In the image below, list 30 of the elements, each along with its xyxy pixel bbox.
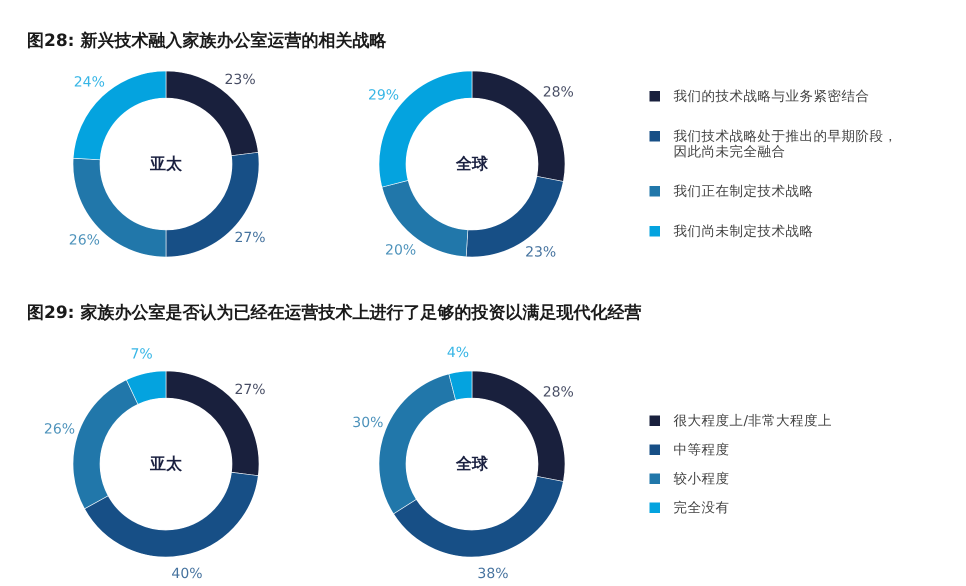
legend-label: 我们的技术战略与业务紧密结合 [674, 88, 870, 104]
data-label: 26% [68, 232, 100, 249]
data-label: 7% [130, 346, 153, 363]
legend-label: 很大程度上/非常大程度上 [674, 412, 832, 429]
data-label: 29% [368, 87, 400, 104]
slice-label: 全球 [455, 454, 489, 473]
legend-label: 我们技术战略处于推出的早期阶段，因此尚未完全融合 [674, 128, 898, 160]
legend-label: 较小程度 [674, 470, 730, 487]
legend-label: 中等程度 [674, 442, 730, 458]
data-label: 23% [224, 72, 256, 88]
data-label: 38% [477, 566, 509, 582]
data-label: 30% [352, 414, 384, 431]
legend-label: 我们正在制定技术战略 [674, 183, 814, 200]
data-label: 26% [44, 421, 76, 438]
legend-label: 完全没有 [674, 500, 730, 516]
data-label: 20% [385, 242, 416, 258]
chart-title: 图28: 新兴技术融入家族办公室运营的相关战略 [27, 31, 388, 51]
data-label: 23% [525, 244, 556, 260]
data-label: 27% [234, 382, 266, 398]
data-label: 4% [446, 344, 470, 361]
data-label: 28% [542, 384, 574, 401]
legend-label: 我们尚未制定技术战略 [674, 223, 814, 240]
data-label: 28% [542, 84, 574, 101]
data-label: 27% [234, 230, 266, 246]
data-label: 40% [171, 566, 203, 582]
data-label: 24% [74, 74, 105, 90]
slice-label: 全球 [455, 154, 489, 173]
slice-label: 亚太 [149, 454, 183, 473]
chart-title: 图29: 家族办公室是否认为已经在运营技术上进行了足够的投资以满足现代化经营 [27, 303, 642, 323]
slice-label: 亚太 [149, 154, 183, 173]
